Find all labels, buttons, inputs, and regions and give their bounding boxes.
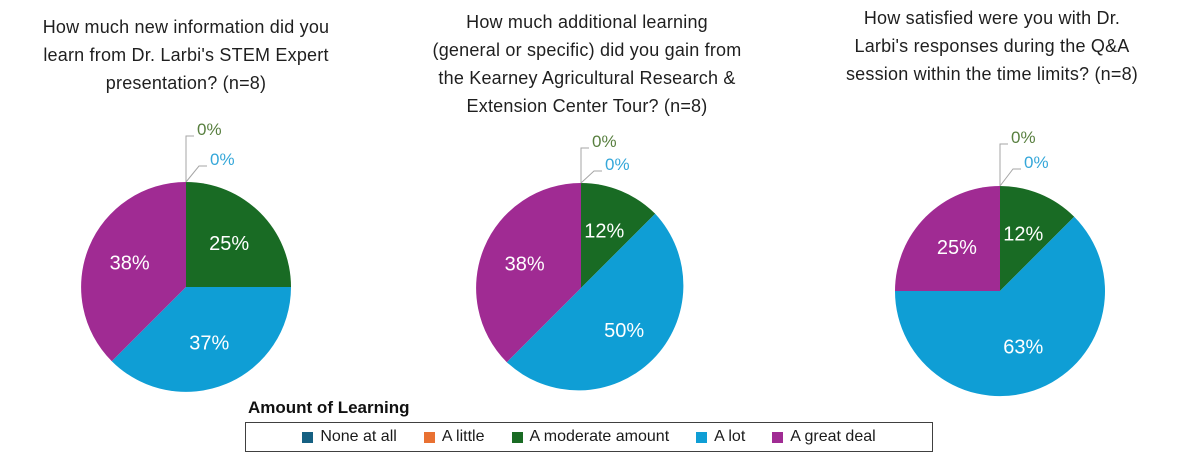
pie2-label-a-great-deal: 38% bbox=[505, 254, 545, 276]
pie1-leader-line-1 bbox=[185, 135, 194, 182]
chart-title-line: Larbi's responses during the Q&A bbox=[854, 36, 1130, 56]
chart2-title: How much additional learning (general or … bbox=[398, 8, 776, 120]
pie2-zero-label-none-at-all: 0% bbox=[592, 132, 617, 151]
legend-label-a-lot: A lot bbox=[714, 428, 746, 445]
pie2-leader-line-2 bbox=[580, 170, 602, 184]
pie3-slice-a-great-deal bbox=[895, 186, 1000, 291]
legend-item-a-moderate-amount: A moderate amount bbox=[511, 428, 670, 446]
pie2-leader-line-1 bbox=[580, 147, 589, 183]
legend-box: None at all A little A moderate amount A lo… bbox=[245, 422, 933, 452]
pie2-label-a-lot: 50% bbox=[604, 320, 644, 342]
pie2-slice-a-great-deal bbox=[476, 183, 581, 363]
pie2-slice-a-lot bbox=[506, 213, 684, 391]
pie3-leader-line-2 bbox=[999, 168, 1021, 187]
legend-swatch-a-moderate-amount bbox=[511, 431, 523, 443]
legend-swatch-none-at-all bbox=[302, 431, 314, 443]
legend-label-a-little: A little bbox=[441, 428, 485, 445]
chart-title-line: session within the time limits? (n=8) bbox=[845, 64, 1138, 84]
chart-title-line: the Kearney Agricultural Research & bbox=[438, 68, 736, 88]
pie3-zero-label-none-at-all: 0% bbox=[1011, 128, 1036, 147]
pie3-label-a-lot: 63% bbox=[1003, 336, 1043, 358]
pie3-label-a-moderate-amount: 12% bbox=[1003, 224, 1043, 246]
pie1-slice-a-lot bbox=[111, 287, 291, 392]
legend-label-a-moderate-amount: A moderate amount bbox=[529, 428, 670, 445]
legend-swatch-a-lot bbox=[696, 431, 708, 443]
pie1-label-a-great-deal: 38% bbox=[110, 253, 150, 275]
legend-item-a-little: A little bbox=[423, 428, 485, 446]
pie1-slice-a-moderate-amount bbox=[186, 182, 291, 287]
chart-title-line: Extension Center Tour? (n=8) bbox=[466, 96, 708, 116]
chart-title-line: How much additional learning bbox=[466, 12, 708, 32]
chart-title-line: How satisfied were you with Dr. bbox=[863, 8, 1121, 28]
legend-swatch-a-great-deal bbox=[772, 431, 784, 443]
chart-title-line: learn from Dr. Larbi's STEM Expert bbox=[43, 45, 329, 65]
chart-title-line: presentation? (n=8) bbox=[105, 73, 267, 93]
chart-title-line: (general or specific) did you gain from bbox=[432, 40, 742, 60]
pie1-slice-a-great-deal bbox=[81, 182, 186, 362]
pie2-slice-a-moderate-amount bbox=[581, 183, 656, 288]
pie3-leader-line-1 bbox=[999, 143, 1008, 186]
legend-swatch-a-little bbox=[423, 431, 435, 443]
pie1-leader-line-2 bbox=[185, 165, 207, 183]
pie1-zero-label-a-little: 0% bbox=[210, 150, 235, 169]
legend-label-a-great-deal: A great deal bbox=[790, 428, 876, 445]
pie1-zero-label-none-at-all: 0% bbox=[197, 120, 222, 139]
legend-item-a-great-deal: A great deal bbox=[772, 428, 876, 446]
pie3-zero-label-a-little: 0% bbox=[1024, 153, 1049, 172]
pie2-label-a-moderate-amount: 12% bbox=[584, 221, 624, 243]
pie1-label-a-lot: 37% bbox=[189, 332, 229, 354]
legend-item-a-lot: A lot bbox=[696, 428, 745, 446]
chart-title-line: How much new information did you bbox=[42, 17, 330, 37]
pie3-slice-a-lot bbox=[895, 216, 1105, 397]
legend-label-none-at-all: None at all bbox=[320, 428, 397, 445]
pie-chart-2: 12% 50% 38% 0% 0% bbox=[476, 132, 684, 391]
pie1-label-a-moderate-amount: 25% bbox=[209, 233, 249, 255]
pie-chart-3: 12% 63% 25% 0% 0% bbox=[895, 128, 1105, 397]
legend-title: Amount of Learning bbox=[248, 398, 410, 417]
pie-chart-1: 25% 37% 38% 0% 0% bbox=[81, 120, 291, 392]
pie2-zero-label-a-little: 0% bbox=[605, 155, 630, 174]
chart3-title: How satisfied were you with Dr. Larbi's r… bbox=[812, 4, 1172, 88]
legend-item-none-at-all: None at all bbox=[302, 428, 397, 446]
chart1-title: How much new information did you learn fr… bbox=[21, 13, 351, 97]
pie3-slice-a-moderate-amount bbox=[1000, 186, 1075, 291]
pie3-label-a-great-deal: 25% bbox=[937, 237, 977, 259]
